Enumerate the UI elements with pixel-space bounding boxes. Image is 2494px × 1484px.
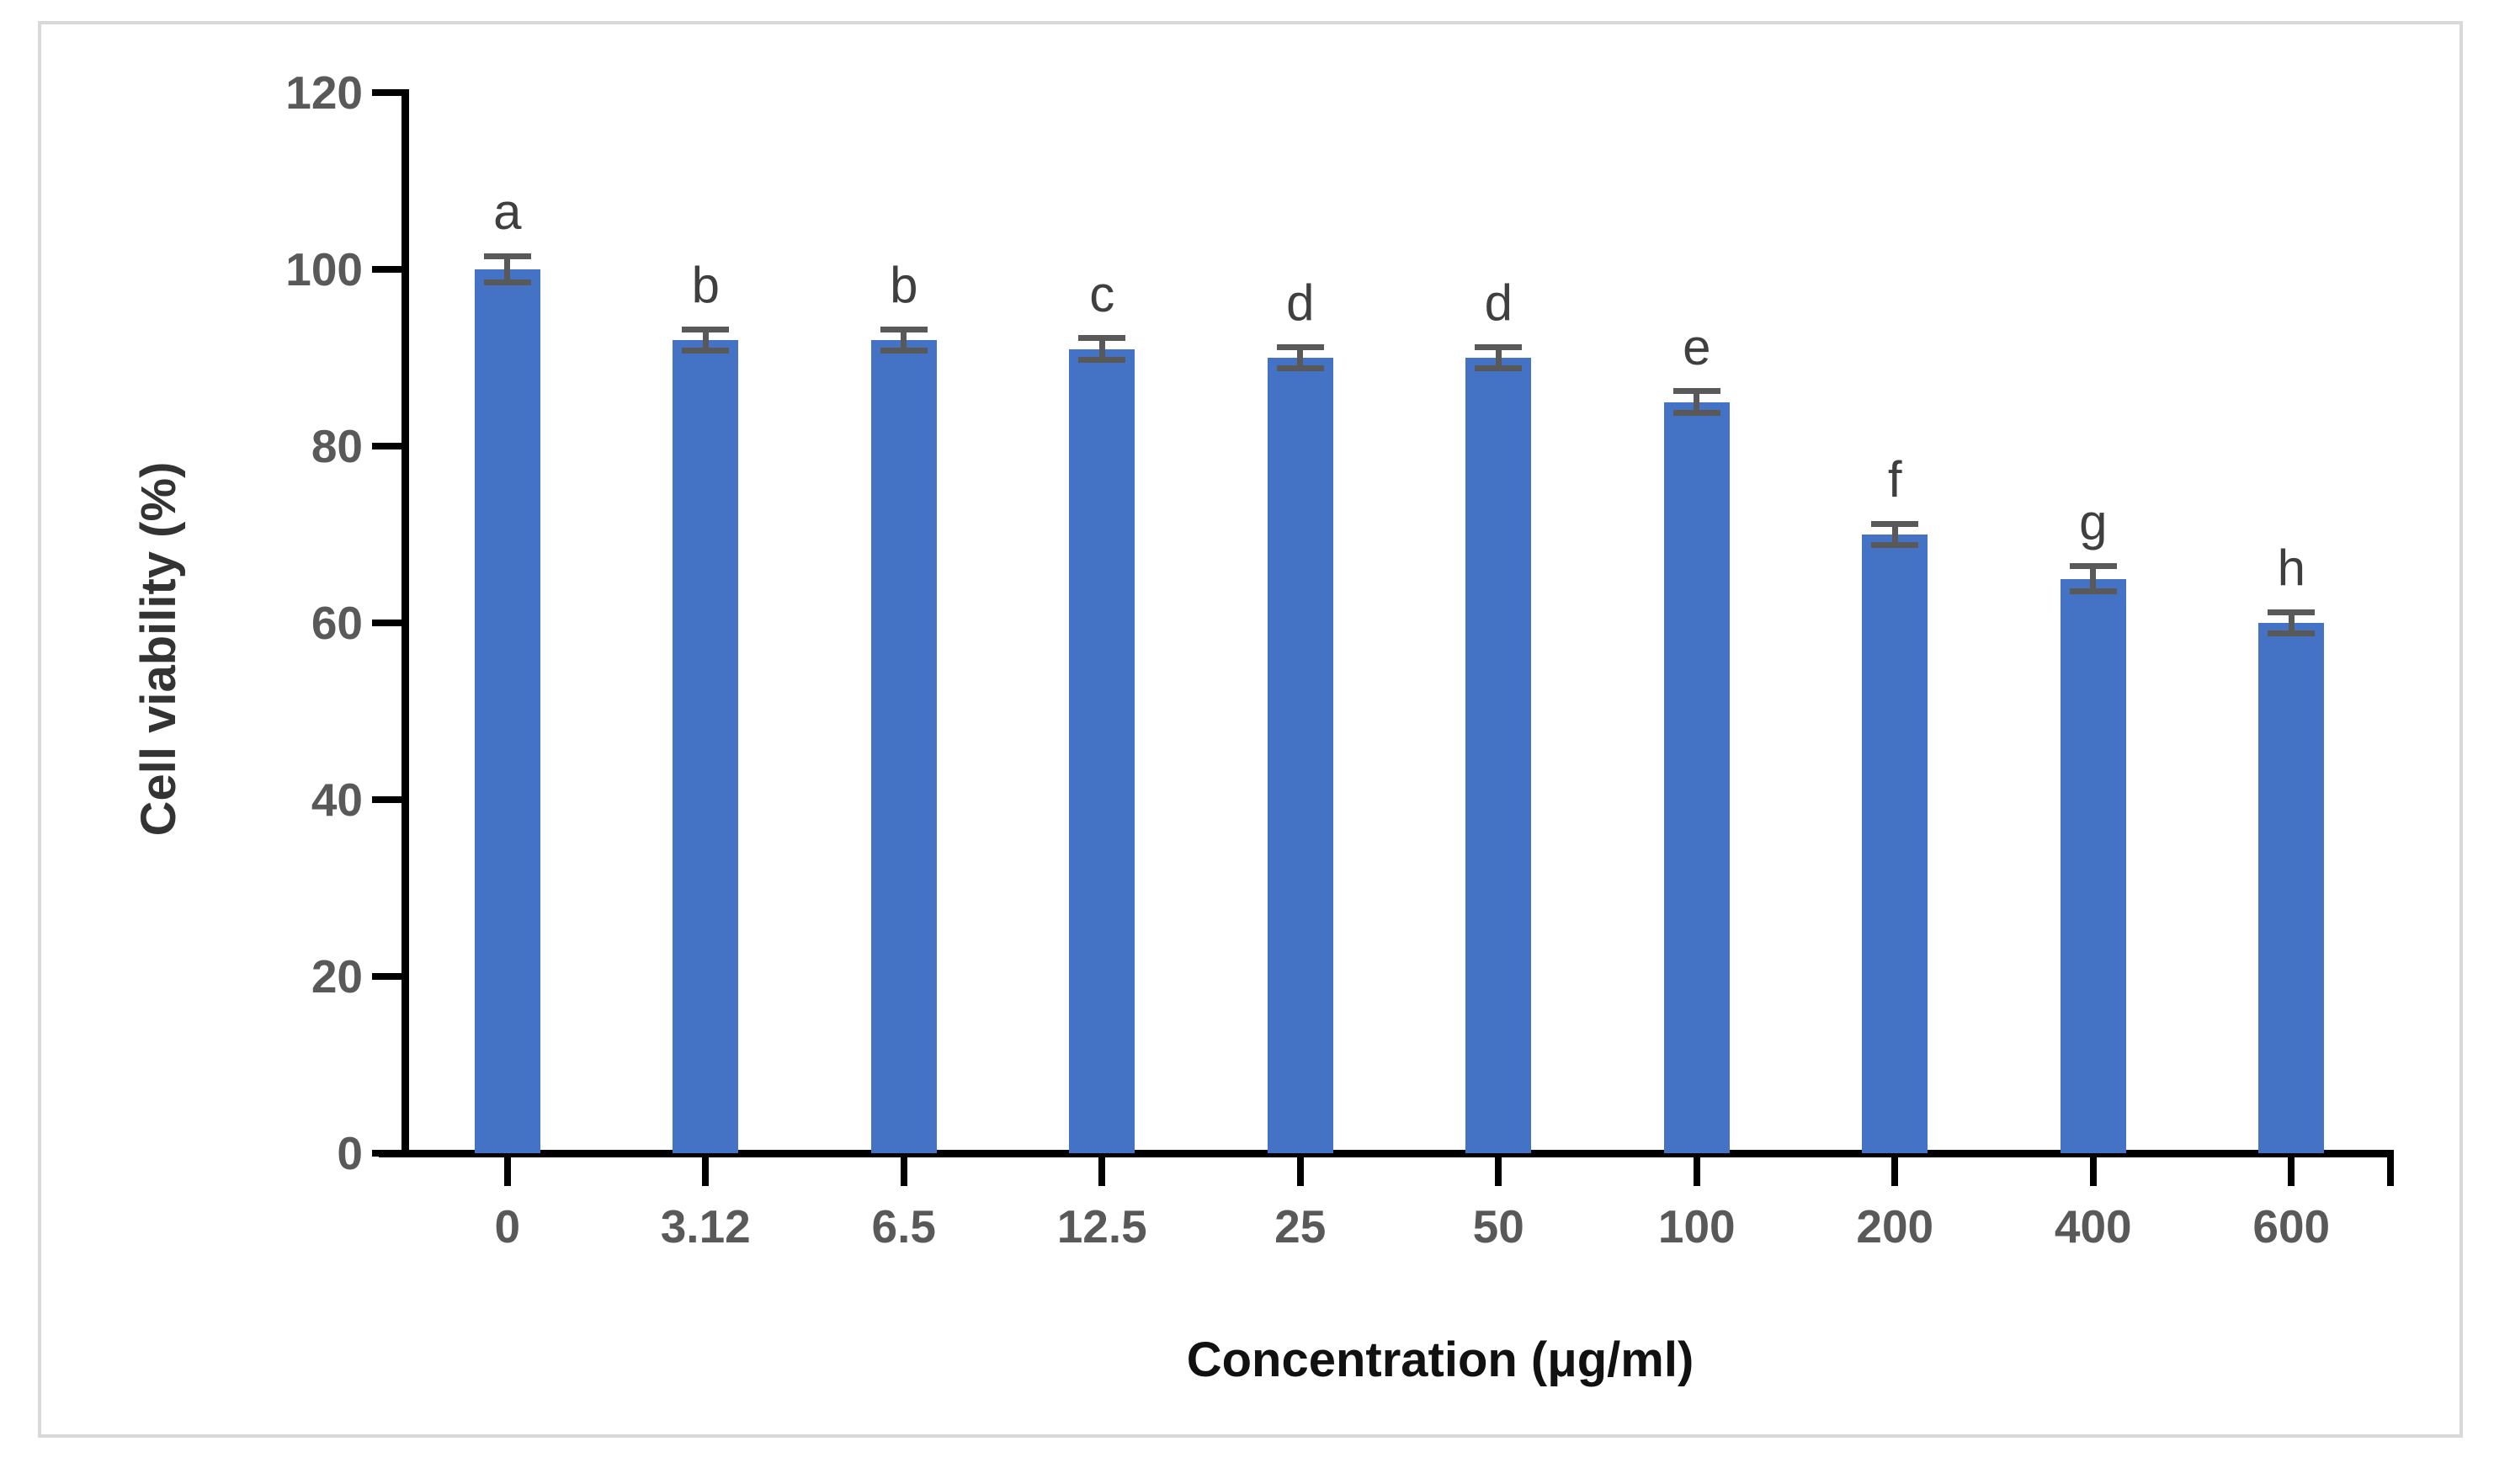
y-axis-tick-label: 100 — [285, 243, 363, 295]
error-bar-bottom-cap — [1672, 409, 1720, 416]
error-bar-top-cap — [1672, 388, 1720, 395]
error-bar — [702, 329, 709, 351]
significance-letter: b — [890, 257, 918, 314]
y-axis-tick-label: 60 — [311, 597, 363, 649]
error-bar — [901, 329, 907, 351]
x-axis-tick-label: 400 — [2054, 1200, 2132, 1253]
bar — [2060, 578, 2126, 1153]
error-bar-top-cap — [1078, 335, 1126, 342]
error-bar-top-cap — [1871, 520, 1919, 527]
significance-letter: a — [493, 184, 522, 241]
x-axis-tick-label: 3.12 — [660, 1200, 751, 1253]
bar — [474, 269, 540, 1153]
y-axis-tick-label: 40 — [311, 774, 363, 826]
error-bar-top-cap — [483, 253, 531, 259]
x-axis-tick-label: 6.5 — [871, 1200, 936, 1253]
x-axis-line — [379, 1150, 2394, 1157]
error-bar — [2090, 566, 2097, 592]
significance-letter: d — [1484, 274, 1513, 332]
error-bar-bottom-cap — [2069, 588, 2117, 594]
significance-letter: f — [1887, 451, 1902, 508]
y-axis-tick — [372, 620, 401, 626]
x-axis-tick — [2089, 1157, 2097, 1186]
error-bar-bottom-cap — [483, 279, 531, 286]
bar — [1663, 402, 1730, 1153]
error-bar-bottom-cap — [1871, 542, 1919, 549]
error-bar-bottom-cap — [2268, 630, 2316, 637]
x-axis-tick-label: 100 — [1657, 1200, 1736, 1253]
error-bar — [1891, 524, 1898, 545]
y-axis-tick-label: 120 — [285, 66, 363, 119]
error-bar-top-cap — [2069, 563, 2117, 570]
x-axis-tick-label: 50 — [1472, 1200, 1524, 1253]
significance-letter: d — [1286, 274, 1315, 332]
error-bar — [1694, 391, 1700, 413]
y-axis-line — [401, 89, 409, 1157]
x-axis-tick — [1296, 1157, 1304, 1186]
y-axis-tick-label: 80 — [311, 420, 363, 472]
x-axis-tick — [900, 1157, 907, 1186]
error-bar-top-cap — [682, 326, 730, 332]
x-axis-title: Concentration (μg/ml) — [1186, 1332, 1694, 1387]
error-bar-bottom-cap — [1276, 365, 1324, 372]
chart-frame: Cell viability (%) Concentration (μg/ml)… — [38, 21, 2463, 1438]
y-axis-tick — [372, 796, 401, 803]
error-bar-bottom-cap — [1078, 356, 1126, 363]
bar — [673, 340, 739, 1153]
significance-letter: e — [1683, 318, 1711, 375]
error-bar-top-cap — [1475, 343, 1523, 350]
error-bar — [1098, 338, 1105, 360]
y-axis-tick-label: 0 — [337, 1127, 363, 1179]
y-axis-tick — [372, 89, 401, 96]
x-axis-end-tick — [2387, 1157, 2394, 1186]
y-axis-tick — [372, 266, 401, 273]
bar — [1069, 348, 1135, 1153]
x-axis-tick — [1495, 1157, 1502, 1186]
x-axis-tick — [503, 1157, 511, 1186]
significance-letter: c — [1089, 265, 1115, 322]
x-axis-tick — [1891, 1157, 1899, 1186]
error-bar — [2288, 612, 2295, 634]
error-bar — [1495, 347, 1502, 369]
error-bar-bottom-cap — [1475, 365, 1523, 372]
x-axis-tick-label: 600 — [2252, 1200, 2331, 1253]
error-bar — [1297, 347, 1304, 369]
x-axis-tick-label: 200 — [1856, 1200, 1934, 1253]
bar — [870, 340, 937, 1153]
y-axis-title: Cell viability (%) — [131, 461, 186, 837]
bar — [1862, 535, 1928, 1153]
x-axis-tick — [702, 1157, 710, 1186]
significance-letter: g — [2079, 493, 2108, 551]
error-bar-bottom-cap — [880, 348, 928, 354]
bar — [1267, 358, 1333, 1153]
y-axis-tick — [372, 443, 401, 449]
bar — [1465, 358, 1532, 1153]
y-axis-tick — [372, 973, 401, 980]
bar — [2258, 623, 2325, 1153]
significance-letter: h — [2277, 540, 2305, 597]
error-bar-top-cap — [880, 326, 928, 332]
y-axis-tick — [372, 1150, 401, 1157]
error-bar-top-cap — [1276, 343, 1324, 350]
x-axis-tick-label: 0 — [494, 1200, 521, 1253]
x-axis-tick-label: 12.5 — [1056, 1200, 1147, 1253]
x-axis-tick — [1693, 1157, 1700, 1186]
error-bar — [504, 256, 511, 283]
x-axis-tick — [2288, 1157, 2295, 1186]
significance-letter: b — [691, 257, 720, 314]
error-bar-top-cap — [2268, 609, 2316, 615]
x-axis-tick — [1098, 1157, 1106, 1186]
x-axis-tick-label: 25 — [1274, 1200, 1327, 1253]
error-bar-bottom-cap — [682, 348, 730, 354]
y-axis-tick-label: 20 — [311, 950, 363, 1003]
